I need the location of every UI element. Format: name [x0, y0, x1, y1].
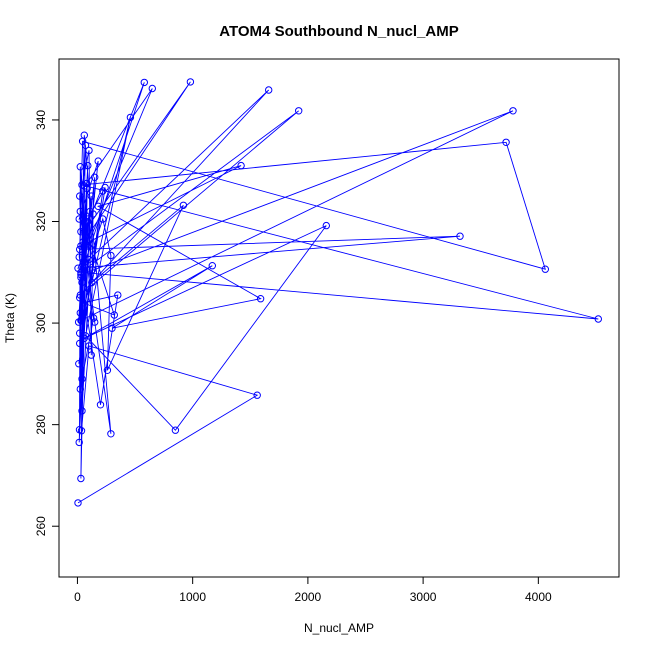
data-point	[110, 311, 119, 319]
data-point	[75, 253, 83, 261]
data-point	[91, 173, 99, 182]
data-point	[94, 202, 102, 211]
data-point	[148, 84, 157, 93]
data-point	[186, 78, 195, 86]
y-tick-label: 260	[34, 516, 48, 536]
data-point	[78, 278, 86, 287]
data-point	[78, 407, 86, 415]
data-point	[322, 221, 330, 230]
chart-title: ATOM4 Southbound N_nucl_AMP	[219, 23, 458, 40]
data-point	[80, 182, 89, 190]
data-point	[77, 228, 85, 236]
data-point	[502, 138, 510, 147]
y-axis-label: Theta (K)	[3, 293, 17, 343]
data-point	[85, 342, 93, 350]
data-point	[77, 273, 85, 282]
data-point	[114, 291, 122, 299]
data-point	[85, 255, 93, 264]
data-point	[74, 499, 82, 507]
data-point	[75, 438, 83, 447]
x-axis-label: N_nucl_AMP	[304, 621, 374, 635]
data-point	[75, 215, 83, 223]
x-tick-label: 4000	[525, 590, 552, 604]
data-point	[87, 351, 96, 359]
data-point	[76, 309, 85, 317]
data-point	[81, 263, 89, 271]
data-point	[75, 426, 84, 434]
data-point	[77, 474, 85, 483]
data-point	[237, 161, 245, 170]
data-point	[77, 271, 85, 279]
series-line	[77, 81, 599, 504]
data-point	[79, 238, 87, 246]
data-point	[75, 360, 83, 368]
series-layer	[74, 78, 602, 507]
data-point	[103, 366, 112, 374]
data-point	[253, 391, 261, 399]
data-point	[80, 228, 89, 236]
data-point	[88, 278, 96, 287]
data-point	[77, 268, 85, 276]
data-point	[77, 316, 86, 325]
data-point	[171, 426, 180, 434]
data-point	[108, 324, 116, 332]
data-point	[265, 86, 273, 94]
data-point	[456, 232, 464, 240]
data-point	[76, 163, 85, 171]
data-point	[509, 107, 517, 115]
x-tick-label: 1000	[179, 590, 206, 604]
data-point	[89, 314, 98, 322]
data-point	[76, 385, 85, 393]
x-tick-label: 3000	[410, 590, 437, 604]
x-tick-label: 0	[74, 590, 81, 604]
data-point	[256, 295, 265, 303]
data-point	[126, 113, 135, 122]
data-point	[80, 131, 89, 139]
data-point	[107, 251, 115, 260]
data-point	[88, 266, 97, 274]
data-point	[76, 294, 84, 302]
data-point	[77, 242, 85, 250]
y-tick-label: 340	[34, 110, 48, 130]
data-point	[91, 318, 99, 326]
y-tick-label: 280	[34, 414, 48, 434]
data-point	[81, 141, 90, 150]
data-point	[78, 375, 86, 383]
data-point	[85, 146, 93, 155]
data-point	[208, 262, 217, 270]
y-tick-label: 300	[34, 313, 48, 333]
data-point	[76, 192, 84, 200]
data-point	[594, 315, 602, 323]
data-point	[83, 179, 91, 188]
data-point	[76, 339, 84, 348]
data-point	[84, 217, 92, 226]
data-point	[86, 207, 94, 216]
data-point	[96, 401, 105, 409]
data-point	[99, 215, 107, 223]
data-point	[541, 265, 549, 273]
data-point	[107, 430, 115, 438]
x-tick-label: 2000	[295, 590, 322, 604]
data-point	[79, 299, 87, 307]
data-point	[84, 161, 92, 170]
x-axis: 0 1000 2000 3000 4000	[74, 576, 552, 604]
data-point	[295, 107, 303, 115]
data-point	[87, 192, 96, 200]
data-point	[76, 207, 85, 216]
y-axis: 260 280 300 320 340	[34, 110, 60, 536]
data-point	[179, 201, 188, 210]
data-point	[94, 157, 102, 165]
y-tick-label: 320	[34, 211, 48, 231]
data-point	[80, 243, 89, 251]
data-point	[76, 329, 84, 337]
data-point	[140, 78, 149, 87]
data-point	[99, 187, 107, 195]
